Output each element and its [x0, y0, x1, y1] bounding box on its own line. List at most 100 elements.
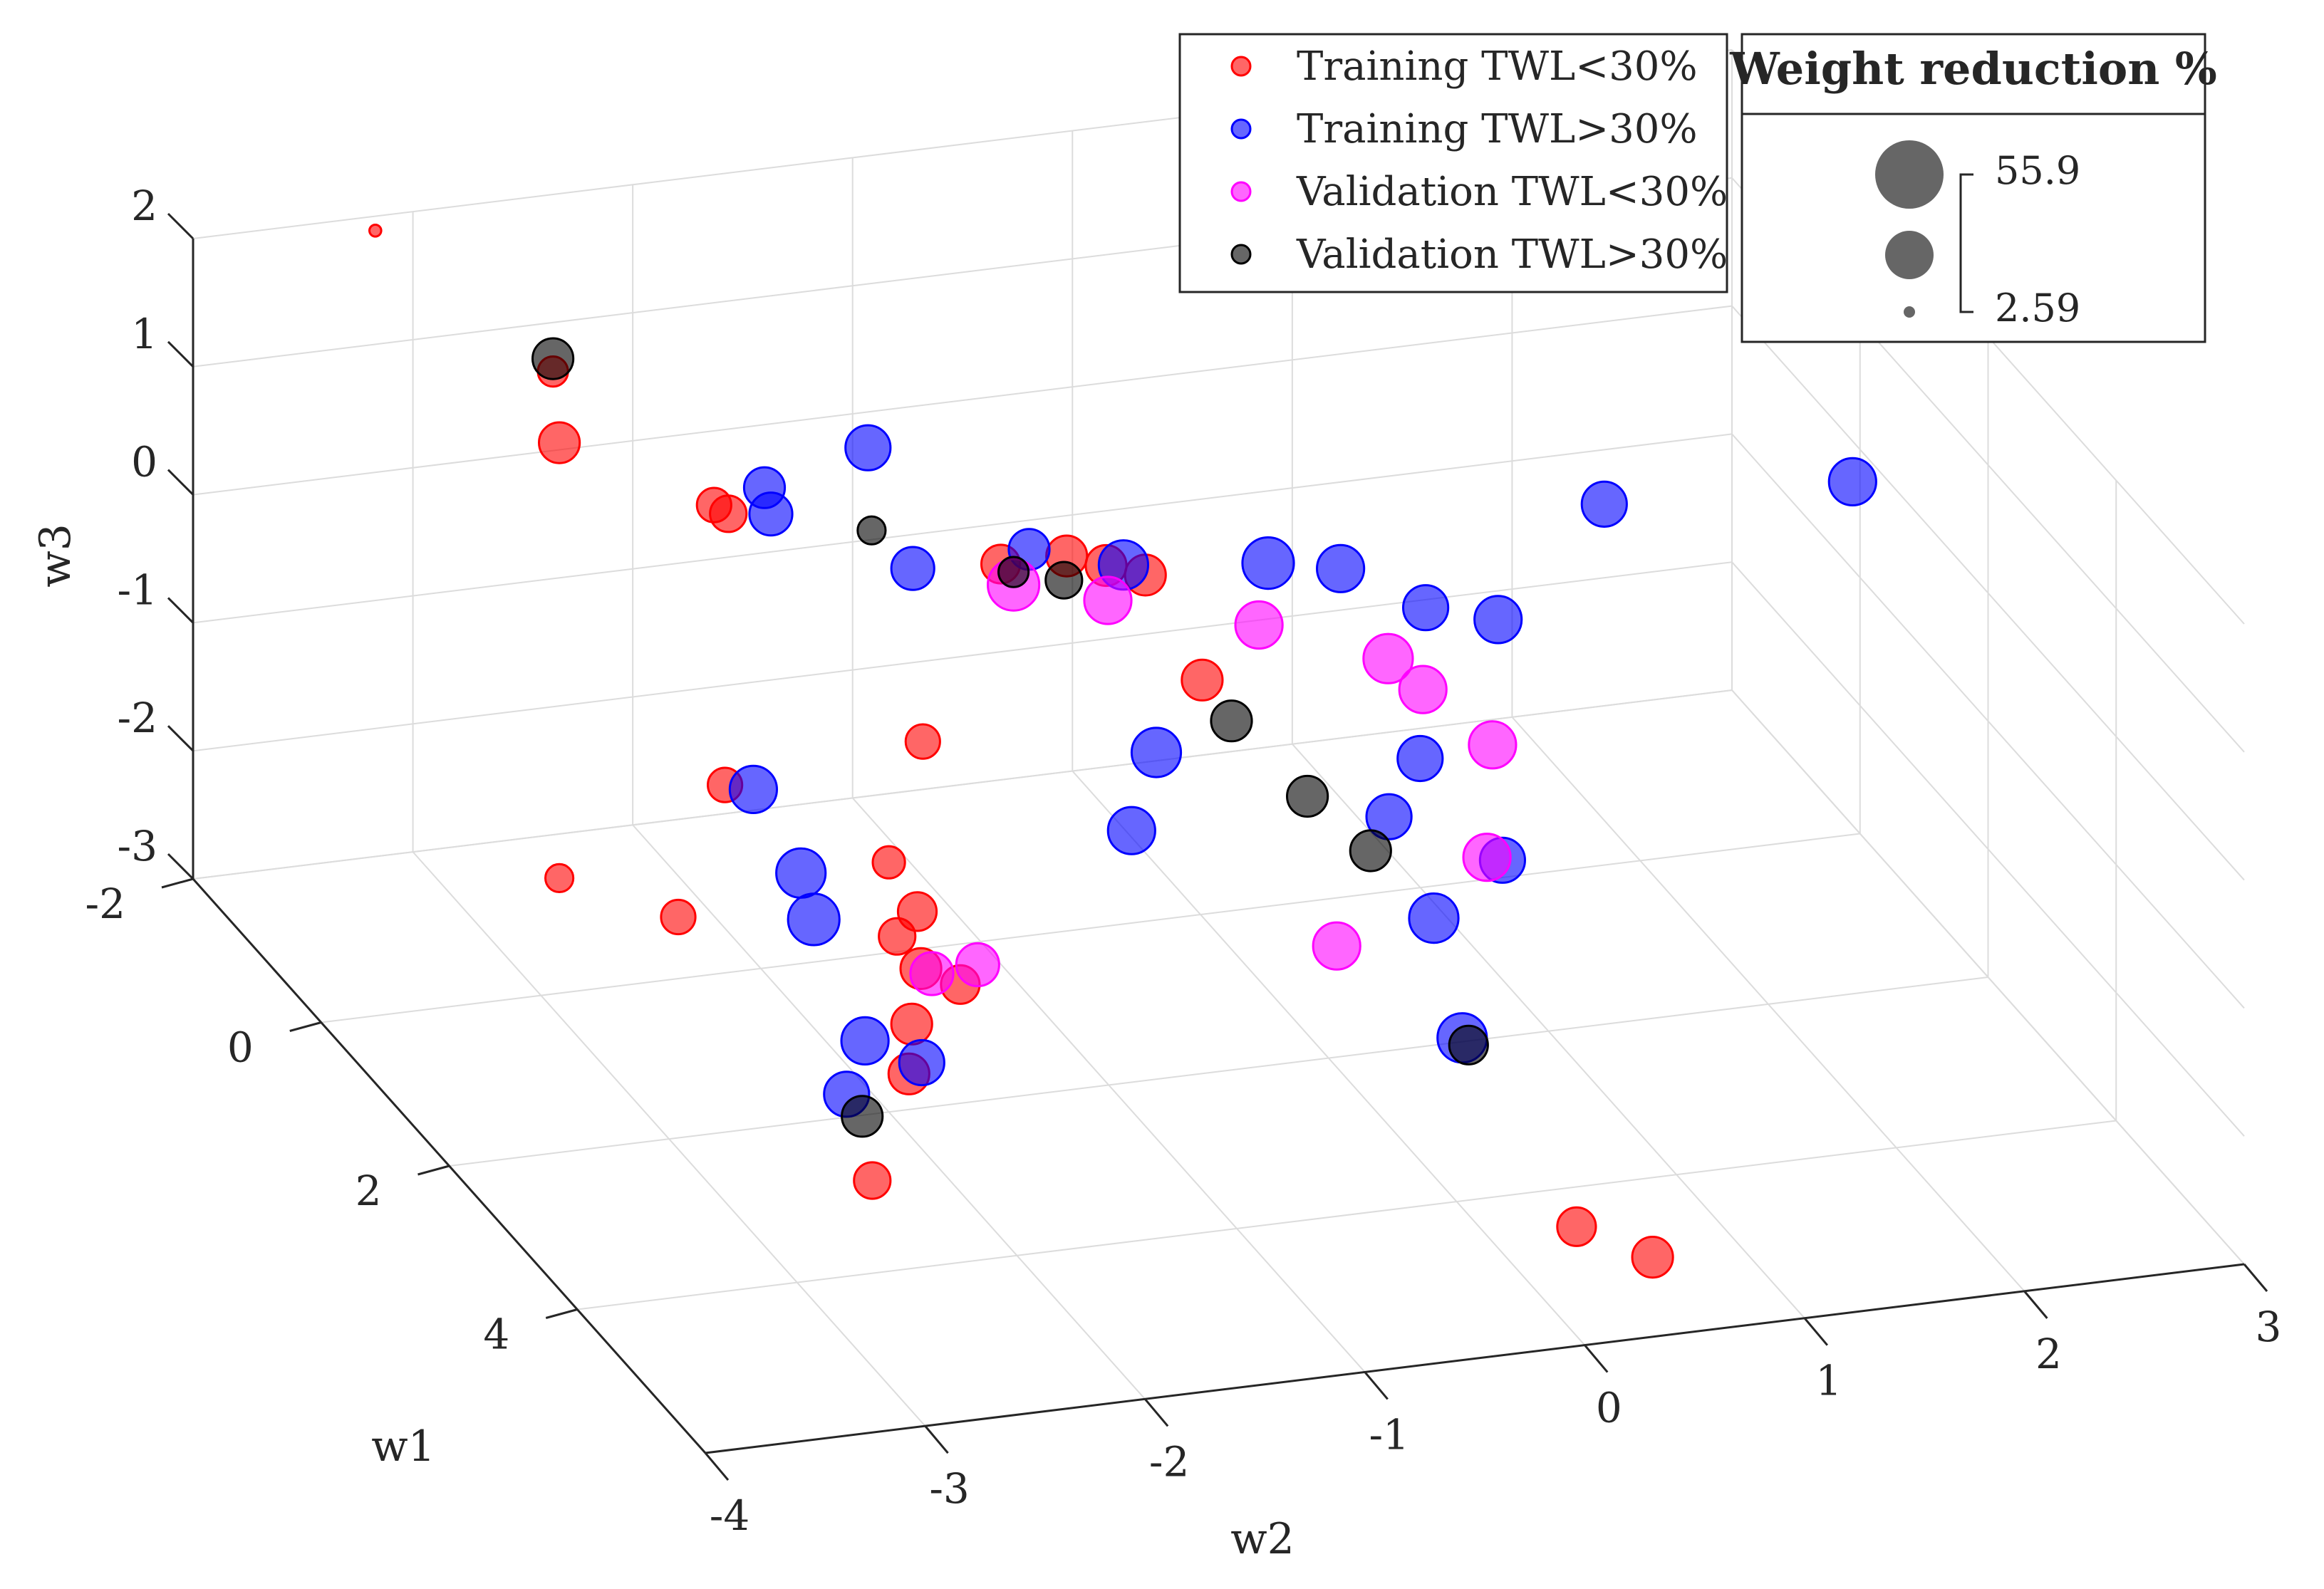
axes: -3 -2 -1 0 1 2 -2 0 2 4 -4 -3 -2 -1 0 1 2 3 — [85, 182, 2282, 1540]
z-tick-mark — [167, 725, 194, 752]
data-point — [890, 1002, 933, 1046]
z-tick-mark — [167, 212, 194, 240]
legend-label: Validation TWL>30% — [1296, 231, 1728, 278]
y-axis-line — [705, 1263, 2245, 1454]
z-axis-label: w3 — [31, 523, 81, 588]
y-tick-label: -4 — [710, 1491, 750, 1540]
series-0 — [368, 224, 1674, 1279]
size-legend-medium-marker — [1885, 231, 1934, 279]
data-point — [898, 1038, 945, 1087]
data-point — [748, 491, 794, 537]
data-point — [909, 951, 955, 996]
data-point — [538, 421, 581, 464]
y-tick-label: -1 — [1369, 1410, 1409, 1459]
size-legend-title: Weight reduction % — [1729, 43, 2217, 95]
data-point — [844, 424, 892, 472]
data-point — [709, 494, 748, 533]
data-point — [1580, 480, 1628, 528]
y-tick-mark — [2023, 1290, 2048, 1319]
size-legend-large-marker — [1875, 140, 1944, 209]
data-point — [1448, 1024, 1489, 1066]
size-legend-min-label: 2.59 — [1995, 286, 2080, 330]
series-3 — [531, 337, 1489, 1138]
legend-marker — [1230, 244, 1252, 265]
legend-box — [1178, 33, 1728, 293]
z-tick-mark — [167, 853, 194, 880]
data-point — [728, 764, 779, 815]
data-point — [1468, 720, 1518, 770]
data-point — [1130, 726, 1183, 778]
size-legend-small-marker — [1904, 306, 1915, 318]
y-tick-label: 2 — [2035, 1330, 2062, 1378]
size-legend-max-label: 55.9 — [1995, 148, 2080, 193]
legend-label: Validation TWL<30% — [1296, 169, 1728, 215]
y-tick-mark — [924, 1425, 949, 1454]
data-point — [544, 863, 575, 894]
data-point — [955, 942, 1000, 988]
y-tick-label: -3 — [929, 1464, 970, 1513]
x-tick-mark — [161, 877, 194, 889]
z-tick-label: -1 — [118, 566, 158, 614]
x-tick-mark — [417, 1165, 450, 1176]
legend-marker — [1230, 118, 1252, 140]
side-wall-grid-line — [1731, 689, 2245, 1265]
floor-grid-line — [577, 1120, 2117, 1311]
y-tick-mark — [2243, 1264, 2268, 1292]
data-point — [1402, 584, 1450, 632]
data-point — [1365, 793, 1413, 840]
data-point — [660, 898, 697, 936]
data-point — [1398, 665, 1448, 714]
z-tick-label: 0 — [131, 438, 157, 486]
data-point — [787, 892, 841, 947]
y-tick-mark — [704, 1452, 730, 1481]
data-point — [368, 224, 383, 238]
z-tick-label: -3 — [118, 822, 158, 870]
data-point — [1408, 892, 1460, 944]
x-tick-label: -2 — [85, 880, 126, 928]
x-tick-label: 0 — [227, 1023, 254, 1072]
data-point — [1044, 561, 1084, 600]
data-point — [1286, 774, 1329, 818]
floor-grid-line — [321, 833, 1860, 1023]
y-tick-label: 3 — [2256, 1303, 2282, 1351]
legend: Training TWL<30% Training TWL>30% Validati… — [1178, 33, 1728, 293]
data-point — [841, 1095, 884, 1138]
legend-marker — [1230, 56, 1252, 77]
data-point — [1827, 457, 1877, 507]
z-tick-label: -2 — [118, 694, 158, 742]
y-tick-label: 0 — [1596, 1384, 1622, 1432]
side-wall-grid-line — [1731, 433, 2245, 1009]
data-point — [1106, 806, 1156, 855]
data-point — [1234, 600, 1284, 650]
data-point — [997, 556, 1030, 588]
data-point — [1631, 1236, 1674, 1279]
side-wall-grid-line — [1731, 305, 2245, 881]
data-point — [1312, 921, 1361, 971]
side-wall-grid-line — [1731, 561, 2245, 1137]
size-legend: Weight reduction % 55.9 2.59 — [1729, 33, 2217, 343]
z-tick-mark — [167, 597, 194, 624]
legend-marker — [1230, 181, 1252, 202]
data-point — [1241, 536, 1295, 590]
y-tick-mark — [1803, 1317, 1829, 1346]
x-tick-label: 2 — [356, 1167, 382, 1215]
z-tick-label: 1 — [131, 310, 157, 358]
data-point — [856, 515, 887, 546]
data-point — [1462, 833, 1512, 882]
y-tick-mark — [1364, 1371, 1389, 1400]
x-tick-mark — [289, 1021, 322, 1032]
back-wall-grid-line — [192, 689, 1733, 880]
data-points — [368, 224, 1877, 1279]
back-wall-grid-line — [192, 305, 1733, 496]
data-point — [1473, 595, 1523, 645]
data-point — [775, 847, 827, 899]
y-tick-mark — [1143, 1398, 1169, 1427]
y-tick-mark — [1584, 1344, 1609, 1373]
data-point — [890, 546, 935, 591]
size-legend-box — [1741, 33, 2206, 343]
data-point — [904, 723, 941, 760]
x-axis-label: w1 — [371, 1422, 435, 1471]
y-tick-label: 1 — [1815, 1357, 1842, 1405]
data-point — [840, 1016, 890, 1066]
